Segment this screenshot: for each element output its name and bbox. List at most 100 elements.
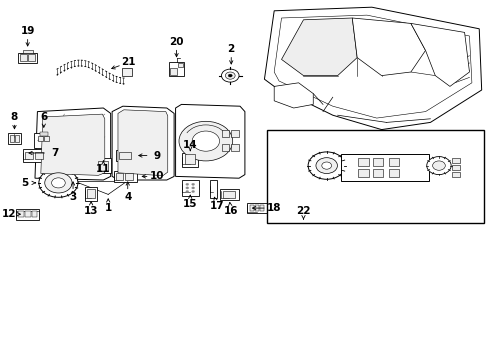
Bar — [182, 180, 198, 196]
Bar — [169, 62, 183, 76]
Circle shape — [39, 168, 78, 197]
Bar — [35, 133, 53, 148]
Text: 15: 15 — [183, 199, 197, 209]
Bar — [185, 154, 195, 164]
Bar — [357, 158, 368, 166]
Circle shape — [321, 162, 331, 169]
Text: 8: 8 — [11, 112, 18, 122]
Polygon shape — [175, 104, 244, 178]
Bar — [16, 209, 40, 220]
Text: 11: 11 — [96, 164, 110, 174]
Bar — [19, 53, 37, 63]
Bar — [260, 205, 264, 211]
Bar — [20, 54, 27, 61]
Polygon shape — [410, 23, 468, 86]
Bar — [221, 130, 228, 137]
Bar — [122, 68, 131, 76]
Text: 4: 4 — [124, 192, 131, 202]
Circle shape — [192, 131, 219, 151]
Circle shape — [225, 72, 235, 79]
Bar — [357, 169, 368, 177]
Text: 20: 20 — [169, 37, 183, 47]
Bar — [119, 152, 131, 159]
Text: 16: 16 — [224, 206, 238, 216]
Bar — [28, 54, 35, 61]
Circle shape — [185, 183, 188, 185]
Bar — [113, 171, 137, 182]
Circle shape — [51, 178, 65, 188]
Bar — [95, 158, 111, 173]
Circle shape — [307, 152, 345, 179]
Text: 12: 12 — [2, 209, 16, 219]
Polygon shape — [274, 15, 471, 118]
Text: 9: 9 — [153, 150, 160, 161]
Bar — [23, 50, 33, 53]
Circle shape — [191, 183, 194, 185]
Circle shape — [191, 187, 194, 189]
Text: 3: 3 — [69, 192, 77, 202]
Bar — [182, 153, 198, 167]
Text: 13: 13 — [84, 206, 98, 216]
Circle shape — [228, 74, 232, 77]
Circle shape — [179, 121, 232, 161]
Bar — [223, 191, 235, 198]
Text: 14: 14 — [183, 140, 197, 150]
Bar — [451, 165, 459, 170]
Circle shape — [45, 173, 72, 193]
Bar — [44, 136, 49, 141]
Bar — [372, 158, 383, 166]
Text: 5: 5 — [21, 178, 29, 188]
Bar — [388, 158, 399, 166]
Bar — [125, 173, 133, 180]
Bar — [169, 68, 176, 75]
Bar — [116, 150, 134, 161]
Circle shape — [185, 187, 188, 189]
Circle shape — [426, 157, 450, 175]
Text: 21: 21 — [121, 57, 135, 67]
Text: 19: 19 — [20, 26, 35, 36]
Bar — [39, 136, 43, 141]
Bar — [25, 211, 31, 217]
Bar — [231, 130, 238, 137]
Bar — [23, 149, 46, 162]
Bar — [84, 187, 97, 201]
Bar — [18, 211, 24, 217]
Bar — [341, 154, 428, 181]
Circle shape — [191, 190, 194, 193]
Bar — [451, 158, 459, 163]
Circle shape — [315, 158, 337, 174]
Text: 10: 10 — [149, 171, 164, 181]
Bar — [247, 203, 266, 213]
Bar — [250, 205, 254, 211]
Text: 6: 6 — [40, 112, 47, 122]
Text: 1: 1 — [104, 203, 112, 213]
Polygon shape — [112, 106, 174, 180]
Bar — [115, 173, 123, 180]
Polygon shape — [118, 110, 167, 176]
Circle shape — [185, 190, 188, 193]
Bar — [221, 144, 228, 151]
Text: 2: 2 — [227, 44, 234, 54]
Bar — [35, 152, 43, 159]
Polygon shape — [274, 83, 313, 108]
Bar — [231, 144, 238, 151]
Bar — [209, 180, 216, 198]
Bar — [255, 205, 259, 211]
Bar — [372, 169, 383, 177]
Polygon shape — [41, 114, 104, 175]
Bar — [451, 172, 459, 177]
Bar — [388, 169, 399, 177]
Text: 7: 7 — [51, 148, 58, 158]
Polygon shape — [264, 7, 481, 130]
Bar — [87, 189, 95, 198]
Bar — [178, 63, 183, 67]
Bar — [10, 135, 14, 142]
Bar — [16, 135, 20, 142]
Polygon shape — [351, 18, 425, 76]
Circle shape — [432, 161, 445, 170]
Polygon shape — [281, 18, 356, 76]
Text: 22: 22 — [296, 206, 310, 216]
Text: 18: 18 — [266, 203, 281, 213]
Bar — [98, 161, 108, 171]
Bar — [25, 152, 33, 159]
